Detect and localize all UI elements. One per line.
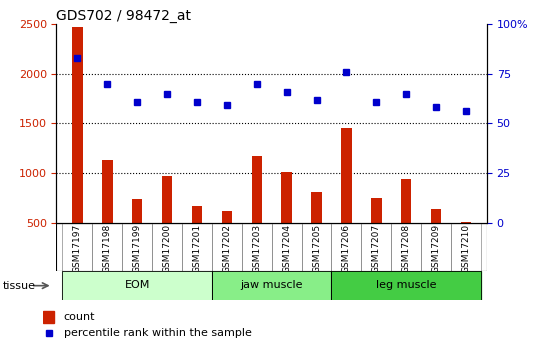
- Bar: [371, 198, 381, 223]
- Bar: [62, 271, 212, 300]
- Text: EOM: EOM: [124, 280, 150, 290]
- Text: GSM17199: GSM17199: [133, 224, 141, 273]
- Bar: [212, 271, 331, 300]
- Text: GSM17197: GSM17197: [73, 224, 82, 273]
- Text: GDS702 / 98472_at: GDS702 / 98472_at: [56, 9, 192, 23]
- Text: GSM17210: GSM17210: [462, 224, 470, 273]
- Text: GSM17209: GSM17209: [431, 224, 441, 273]
- Bar: [43, 311, 54, 323]
- Bar: [222, 211, 232, 223]
- Bar: [401, 179, 412, 223]
- Text: GSM17203: GSM17203: [252, 224, 261, 273]
- Bar: [331, 271, 481, 300]
- Bar: [132, 199, 143, 223]
- Bar: [102, 159, 112, 223]
- Bar: [312, 192, 322, 223]
- Text: count: count: [63, 312, 95, 322]
- Bar: [341, 128, 352, 223]
- Bar: [251, 156, 262, 223]
- Text: GSM17205: GSM17205: [312, 224, 321, 273]
- Text: GSM17200: GSM17200: [162, 224, 172, 273]
- Text: tissue: tissue: [3, 281, 36, 290]
- Text: jaw muscle: jaw muscle: [240, 280, 303, 290]
- Text: GSM17198: GSM17198: [103, 224, 112, 273]
- Bar: [162, 176, 172, 223]
- Text: GSM17204: GSM17204: [282, 224, 291, 273]
- Text: GSM17202: GSM17202: [222, 224, 231, 273]
- Text: GSM17208: GSM17208: [402, 224, 410, 273]
- Bar: [192, 206, 202, 223]
- Bar: [431, 209, 441, 223]
- Bar: [461, 221, 471, 223]
- Bar: [281, 172, 292, 223]
- Text: GSM17206: GSM17206: [342, 224, 351, 273]
- Text: GSM17201: GSM17201: [193, 224, 201, 273]
- Text: GSM17207: GSM17207: [372, 224, 381, 273]
- Text: percentile rank within the sample: percentile rank within the sample: [63, 328, 251, 338]
- Bar: [72, 27, 83, 223]
- Text: leg muscle: leg muscle: [376, 280, 436, 290]
